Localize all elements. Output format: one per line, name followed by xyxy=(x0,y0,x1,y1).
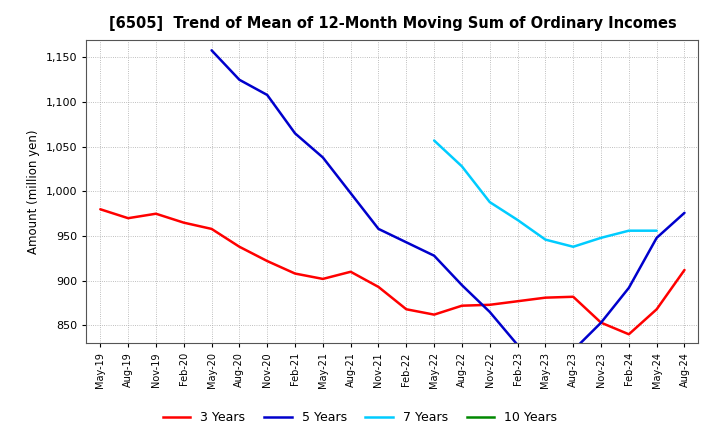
5 Years xyxy=(346,191,355,196)
7 Years xyxy=(541,237,550,242)
5 Years xyxy=(597,320,606,325)
3 Years xyxy=(680,268,689,273)
3 Years xyxy=(263,258,271,264)
3 Years xyxy=(624,332,633,337)
5 Years xyxy=(485,309,494,315)
3 Years xyxy=(179,220,188,225)
5 Years xyxy=(374,226,383,231)
Y-axis label: Amount (million yen): Amount (million yen) xyxy=(27,129,40,253)
3 Years xyxy=(124,216,132,221)
5 Years xyxy=(680,210,689,216)
5 Years xyxy=(402,240,410,245)
Legend: 3 Years, 5 Years, 7 Years, 10 Years: 3 Years, 5 Years, 7 Years, 10 Years xyxy=(158,407,562,429)
3 Years xyxy=(458,303,467,308)
7 Years xyxy=(430,138,438,143)
3 Years xyxy=(569,294,577,299)
5 Years xyxy=(318,155,327,160)
3 Years xyxy=(152,211,161,216)
5 Years xyxy=(652,235,661,241)
3 Years xyxy=(374,284,383,290)
7 Years xyxy=(485,199,494,205)
3 Years xyxy=(652,307,661,312)
3 Years xyxy=(235,244,243,249)
3 Years xyxy=(346,269,355,275)
5 Years xyxy=(541,347,550,352)
5 Years xyxy=(624,285,633,290)
3 Years xyxy=(513,299,522,304)
3 Years xyxy=(207,226,216,231)
3 Years xyxy=(402,307,410,312)
3 Years xyxy=(430,312,438,317)
3 Years xyxy=(485,302,494,308)
7 Years xyxy=(569,244,577,249)
7 Years xyxy=(624,228,633,233)
5 Years xyxy=(207,48,216,53)
3 Years xyxy=(318,276,327,282)
7 Years xyxy=(513,217,522,223)
5 Years xyxy=(263,92,271,98)
5 Years xyxy=(235,77,243,82)
Line: 3 Years: 3 Years xyxy=(100,209,685,334)
5 Years xyxy=(513,342,522,348)
7 Years xyxy=(597,235,606,241)
7 Years xyxy=(458,164,467,169)
3 Years xyxy=(597,320,606,325)
3 Years xyxy=(541,295,550,300)
3 Years xyxy=(291,271,300,276)
Line: 5 Years: 5 Years xyxy=(212,50,685,350)
7 Years xyxy=(652,228,661,233)
3 Years xyxy=(96,207,104,212)
5 Years xyxy=(291,131,300,136)
Title: [6505]  Trend of Mean of 12-Month Moving Sum of Ordinary Incomes: [6505] Trend of Mean of 12-Month Moving … xyxy=(109,16,676,32)
5 Years xyxy=(430,253,438,258)
5 Years xyxy=(569,348,577,353)
5 Years xyxy=(458,282,467,288)
Line: 7 Years: 7 Years xyxy=(434,140,657,247)
